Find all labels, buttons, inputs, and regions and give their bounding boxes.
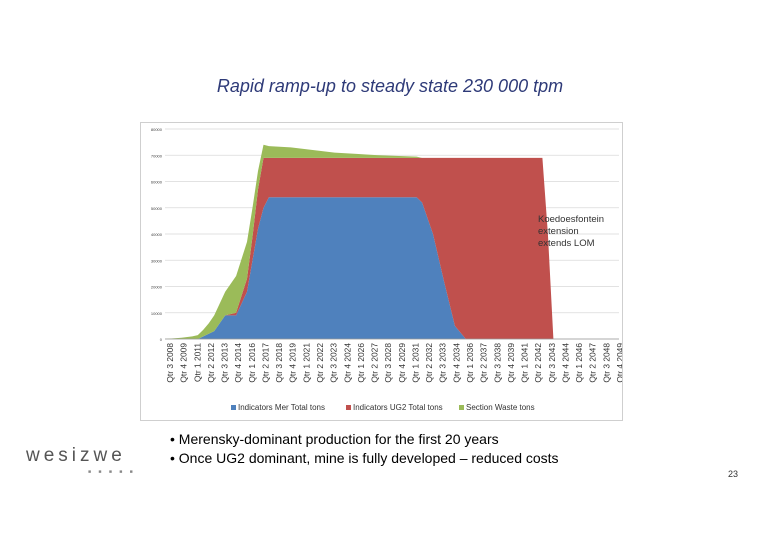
x-tick-label: Qtr 1 2016 [247,343,257,383]
x-tick-label: Qtr 2 2047 [588,343,598,383]
legend-swatch [346,405,351,410]
x-tick-label: Qtr 3 2018 [274,343,284,383]
x-tick-label: Qtr 3 2033 [438,343,448,383]
series-area [165,157,619,339]
x-tick-label: Qtr 2 2012 [206,343,216,383]
x-tick-label: Qtr 2 2027 [370,343,380,383]
x-tick-label: Qtr 4 2009 [179,343,189,383]
x-tick-label: Qtr 4 2044 [560,343,570,383]
production-chart: 0 10000 20000 30000 40000 50000 60000 70000 8000… [140,122,623,421]
chart-annotation: Koedoesfontein extension extends LOM [538,214,624,250]
y-tick-label: 70000 [151,153,163,158]
x-tick-label: Qtr 2 2032 [424,343,434,383]
stacked-area-chart: 0 10000 20000 30000 40000 50000 60000 70000 8000… [151,127,622,412]
x-tick-label: Qtr 4 2049 [615,343,622,383]
x-tick-label: Qtr 1 2011 [192,343,202,382]
x-tick-label: Qtr 4 2029 [397,343,407,383]
x-tick-label: Qtr 1 2036 [465,343,475,383]
company-logo: wesizwe ■ ■ ■ ■ ■ [26,445,136,475]
series-area [165,197,619,339]
x-tick-label: Qtr 1 2046 [574,343,584,383]
x-tick-label: Qtr 3 2008 [165,343,175,383]
x-tick-label: Qtr 2 2022 [315,343,325,383]
x-tick-label: Qtr 3 2043 [547,343,557,383]
x-tick-label: Qtr 3 2048 [601,343,611,383]
slide-title: Rapid ramp-up to steady state 230 000 tp… [216,76,564,96]
y-tick-label: 80000 [151,127,163,132]
logo-decoration: ■ ■ ■ ■ ■ [88,469,136,475]
x-tick-label: Qtr 3 2013 [220,343,230,383]
x-tick-label: Qtr 1 2041 [520,343,530,383]
legend-swatch [231,405,236,410]
x-tick-label: Qtr 3 2028 [383,343,393,383]
logo-wordmark: wesizwe [26,445,126,466]
x-tick-label: Qtr 4 2034 [451,343,461,383]
x-tick-label: Qtr 2 2042 [533,343,543,383]
x-tick-label: Qtr 2 2037 [479,343,489,383]
legend-swatch [459,405,464,410]
x-tick-label: Qtr 3 2023 [329,343,339,383]
x-tick-label: Qtr 3 2038 [492,343,502,383]
y-tick-label: 60000 [151,180,163,185]
x-tick-label: Qtr 1 2021 [301,343,311,383]
x-tick-label: Qtr 2 2017 [260,343,270,383]
y-tick-label: 30000 [151,258,163,263]
x-tick-label: Qtr 4 2019 [288,343,298,383]
x-tick-label: Qtr 4 2024 [342,343,352,383]
x-tick-label: Qtr 1 2031 [410,343,420,383]
y-tick-label: 40000 [151,232,163,237]
bullet-list: • Merensky-dominant production for the f… [170,430,559,468]
bullet-item: • Once UG2 dominant, mine is fully devel… [170,450,559,466]
annotation-line: extension [538,226,579,237]
y-tick-label: 20000 [151,285,163,290]
legend-label: Indicators Mer Total tons [238,403,325,412]
bullet-item: • Merensky-dominant production for the f… [170,431,499,447]
y-tick-label: 50000 [151,206,163,211]
annotation-line: extends LOM [538,238,595,249]
x-tick-label: Qtr 4 2039 [506,343,516,383]
y-tick-label: 0 [160,337,163,342]
legend-label: Indicators UG2 Total tons [353,403,443,412]
legend-label: Section Waste tons [466,403,535,412]
y-tick-label: 10000 [151,311,163,316]
x-tick-label: Qtr 1 2026 [356,343,366,383]
x-tick-label: Qtr 4 2014 [233,343,243,383]
page-number: 23 [727,469,738,479]
annotation-line: Koedoesfontein [538,214,605,225]
